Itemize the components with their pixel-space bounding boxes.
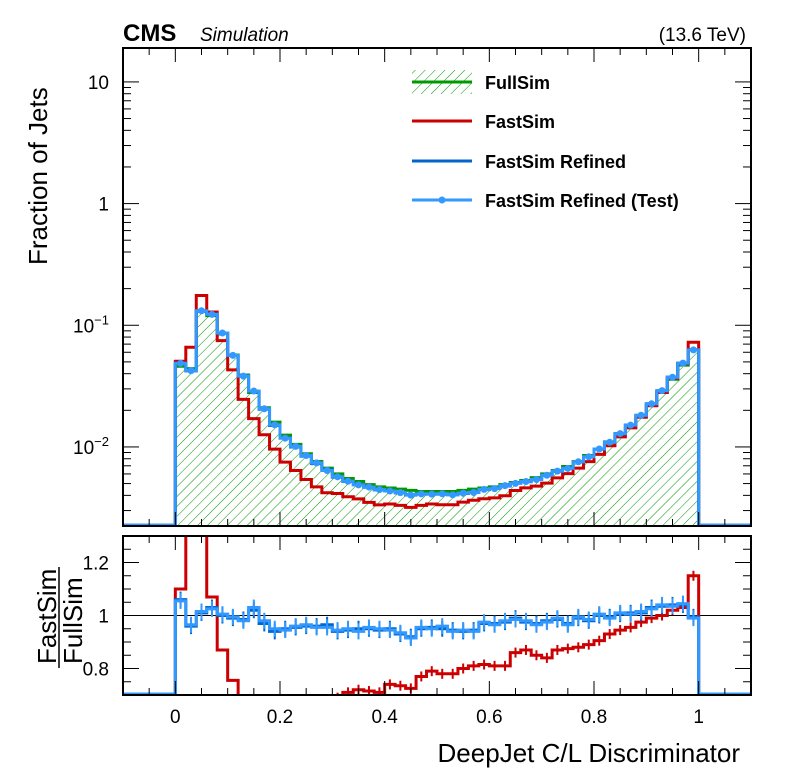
main-test-marker bbox=[480, 485, 488, 493]
main-test-marker bbox=[428, 490, 436, 498]
main-test-marker bbox=[177, 359, 185, 367]
main-test-marker bbox=[522, 477, 530, 485]
main-test-marker bbox=[396, 489, 404, 497]
simulation-label: Simulation bbox=[200, 25, 289, 46]
main-test-marker bbox=[459, 489, 467, 497]
main-test-marker bbox=[658, 387, 666, 395]
legend-refined-test-marker bbox=[438, 196, 446, 204]
main-test-marker bbox=[229, 351, 237, 359]
cms-label: CMS bbox=[123, 20, 176, 47]
main-test-marker bbox=[689, 346, 697, 354]
main-test-marker bbox=[281, 434, 289, 442]
main-test-marker bbox=[407, 491, 415, 499]
x-axis-title: DeepJet C/L Discriminator bbox=[438, 738, 741, 768]
main-test-marker bbox=[313, 459, 321, 467]
main-test-marker bbox=[512, 479, 519, 487]
x-tick-label: 0.8 bbox=[581, 707, 607, 728]
main-test-markers bbox=[177, 307, 697, 499]
main-test-marker bbox=[334, 473, 342, 481]
ratio-y-tick-label: 0.8 bbox=[83, 660, 109, 681]
main-test-marker bbox=[208, 310, 216, 318]
main-y-tick-label: 10 bbox=[88, 73, 109, 94]
main-test-marker bbox=[606, 438, 614, 446]
main-test-marker bbox=[627, 421, 635, 429]
main-line-refined_test bbox=[123, 309, 751, 526]
main-test-marker bbox=[491, 485, 499, 493]
ratio-y-title-numerator: FastSim bbox=[32, 569, 62, 664]
x-tick-label: 0.2 bbox=[267, 707, 293, 728]
ratio-y-tick-labels: 0.8 1 1.2 bbox=[83, 554, 109, 681]
main-test-marker bbox=[470, 489, 478, 497]
main-y-tick-label: 10−1 bbox=[73, 312, 109, 337]
main-test-marker bbox=[449, 491, 457, 499]
main-test-marker bbox=[323, 467, 331, 475]
main-test-marker bbox=[375, 486, 383, 494]
x-tick-labels: 0 0.2 0.4 0.6 0.8 1 bbox=[170, 707, 704, 728]
main-test-marker bbox=[271, 421, 279, 429]
main-test-marker bbox=[417, 490, 425, 498]
x-tick-label: 0.6 bbox=[476, 707, 502, 728]
x-tick-label: 0 bbox=[170, 707, 181, 728]
ratio-line-fastsim bbox=[123, 536, 751, 695]
ratio-axis-ticks bbox=[122, 535, 752, 695]
main-test-marker bbox=[616, 430, 624, 438]
main-test-marker bbox=[553, 467, 561, 475]
main-test-marker bbox=[543, 471, 551, 479]
main-test-marker bbox=[679, 359, 687, 367]
main-test-marker bbox=[532, 476, 540, 484]
x-tick-label: 0.4 bbox=[371, 707, 398, 728]
main-test-marker bbox=[669, 373, 676, 381]
main-y-tick-label: 10−2 bbox=[73, 434, 109, 459]
main-test-marker bbox=[250, 387, 258, 395]
legend-refined-label: FastSim Refined bbox=[485, 152, 626, 172]
ratio-error-bars bbox=[179, 570, 695, 695]
ratio-y-tick-label: 1.2 bbox=[83, 554, 109, 575]
main-test-marker bbox=[637, 411, 645, 419]
main-test-marker bbox=[355, 481, 362, 489]
main-test-marker bbox=[574, 458, 582, 466]
main-y-tick-labels: 10 1 10−1 10−2 bbox=[73, 73, 109, 459]
legend-fullsim-label: FullSim bbox=[485, 73, 550, 93]
main-test-marker bbox=[386, 487, 394, 495]
y-axis-title: Fraction of Jets bbox=[23, 87, 53, 265]
main-test-marker bbox=[292, 442, 300, 450]
ratio-line-refined_test bbox=[123, 599, 751, 695]
main-test-marker bbox=[501, 482, 509, 490]
energy-label: (13.6 TeV) bbox=[659, 25, 746, 46]
main-axis-ticks bbox=[122, 48, 752, 526]
main-test-marker bbox=[365, 483, 373, 491]
main-test-marker bbox=[239, 372, 247, 380]
main-test-marker bbox=[260, 405, 268, 413]
main-y-tick-label: 1 bbox=[98, 195, 109, 216]
main-test-marker bbox=[344, 477, 352, 485]
ratio-y-title: FastSim FullSim bbox=[32, 567, 88, 668]
main-test-marker bbox=[198, 307, 205, 315]
ratio-histogram-lines bbox=[123, 536, 751, 695]
legend-refined-test-label: FastSim Refined (Test) bbox=[485, 191, 679, 211]
ratio-y-tick-label: 1 bbox=[98, 607, 109, 628]
legend-fastsim-label: FastSim bbox=[485, 112, 555, 132]
main-test-marker bbox=[595, 445, 603, 453]
ratio-y-title-denominator: FullSim bbox=[58, 577, 88, 664]
main-test-marker bbox=[648, 400, 656, 408]
x-tick-label: 1 bbox=[693, 707, 704, 728]
main-test-marker bbox=[302, 452, 310, 460]
main-test-marker bbox=[564, 464, 572, 472]
main-test-marker bbox=[438, 490, 446, 498]
legend: FullSim FastSim FastSim Refined FastSim … bbox=[412, 70, 679, 211]
main-test-marker bbox=[585, 453, 593, 461]
main-test-marker bbox=[218, 329, 226, 337]
main-test-marker bbox=[187, 367, 195, 375]
